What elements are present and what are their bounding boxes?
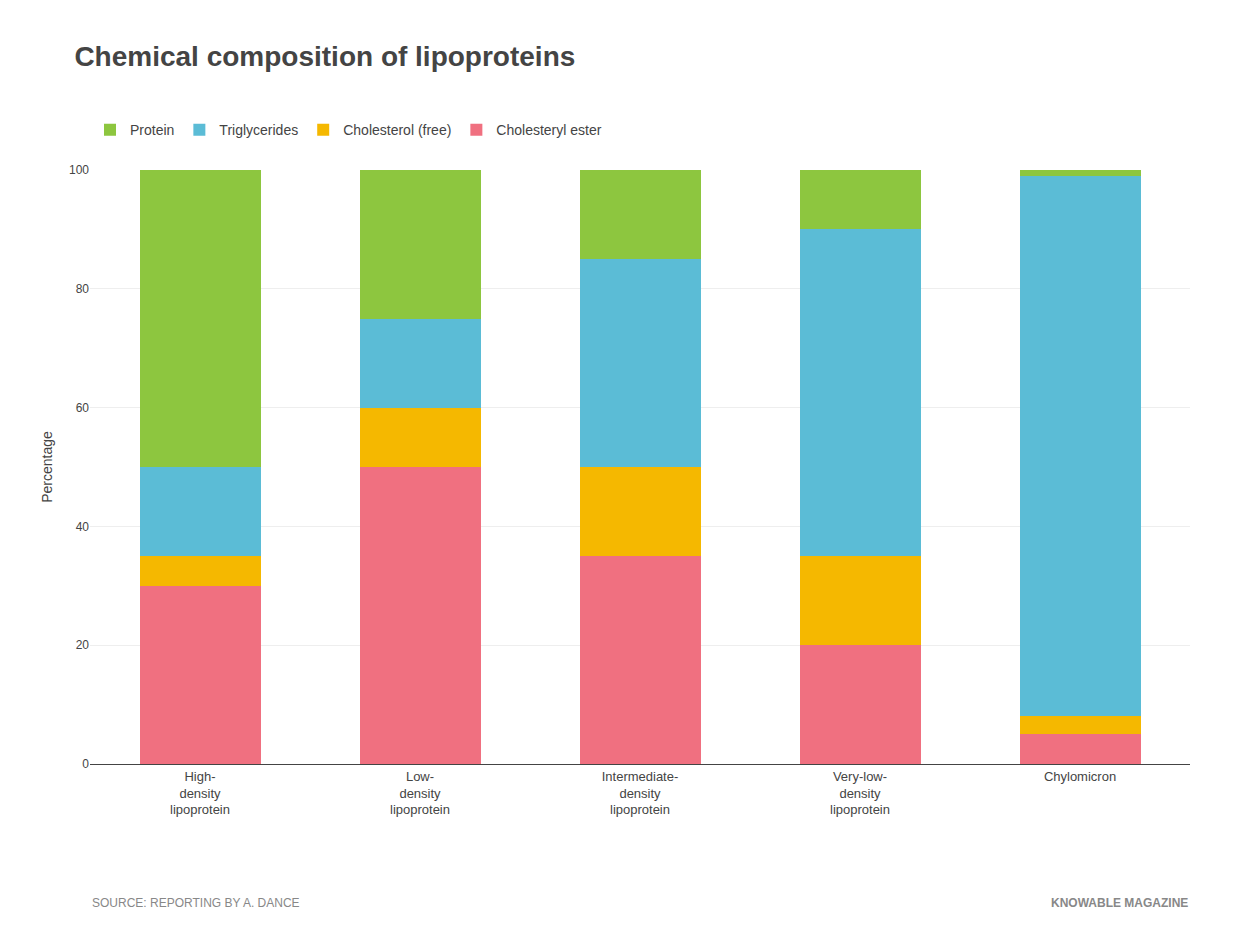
svg-text:20: 20 [76,638,90,652]
svg-text:Protein: Protein [130,122,174,138]
svg-text:Low-densitylipoprotein: Low-densitylipoprotein [390,769,450,818]
svg-text:Cholesterol (free): Cholesterol (free) [343,122,451,138]
svg-text:80: 80 [76,282,90,296]
svg-text:High-densitylipoprotein: High-densitylipoprotein [170,769,230,818]
svg-text:SOURCE: REPORTING BY A. DANCE: SOURCE: REPORTING BY A. DANCE [92,896,300,910]
svg-text:60: 60 [76,401,90,415]
svg-text:Percentage: Percentage [39,431,55,503]
svg-text:Cholesteryl ester: Cholesteryl ester [496,122,601,138]
svg-text:40: 40 [76,520,90,534]
svg-text:KNOWABLE MAGAZINE: KNOWABLE MAGAZINE [1051,896,1188,910]
svg-text:Intermediate-densitylipoprotei: Intermediate-densitylipoprotein [602,769,679,818]
svg-text:100: 100 [69,163,89,177]
svg-text:Chemical composition of lipopr: Chemical composition of lipoproteins [74,41,575,72]
svg-text:0: 0 [82,757,89,771]
svg-text:Triglycerides: Triglycerides [219,122,298,138]
svg-text:Very-low-densitylipoprotein: Very-low-densitylipoprotein [830,769,890,818]
svg-text:Chylomicron: Chylomicron [1044,769,1116,784]
